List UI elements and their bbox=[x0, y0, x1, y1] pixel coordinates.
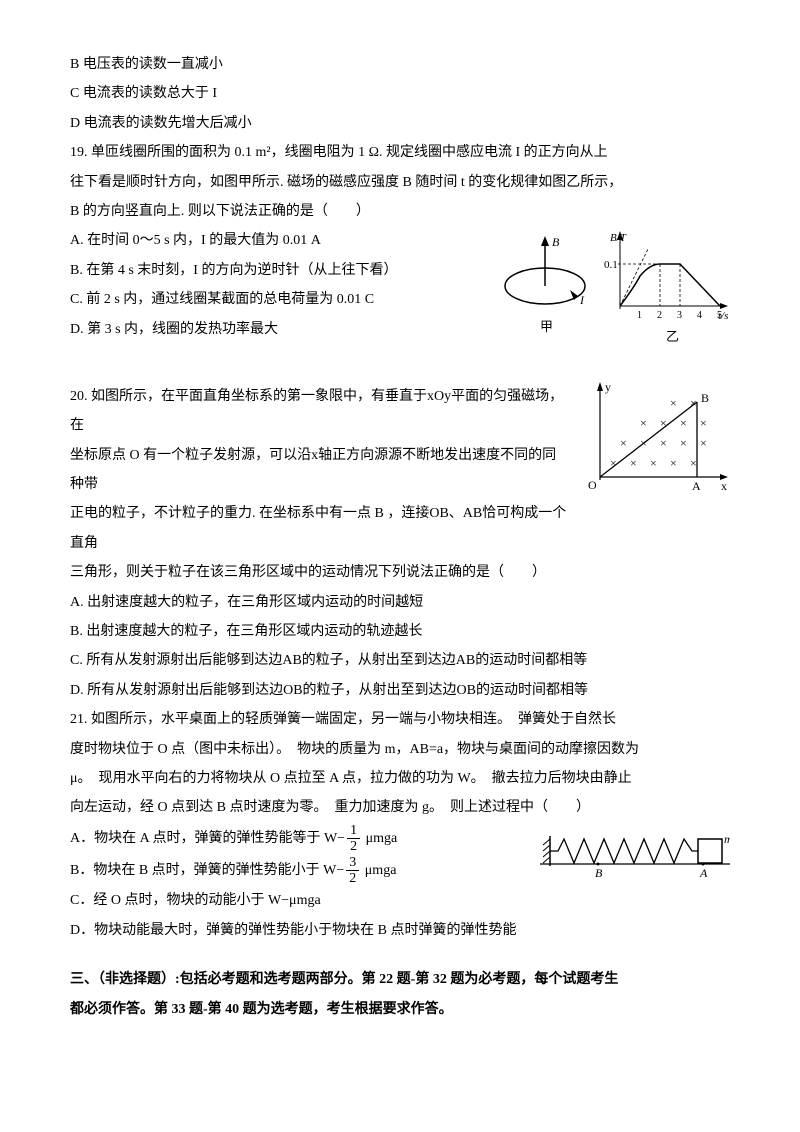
lbl-m: m bbox=[724, 832, 730, 846]
frac-1-2: 12 bbox=[347, 823, 360, 855]
q19-block: 19. 单匝线圈所围的面积为 0.1 m²，线圈电阻为 1 Ω. 规定线圈中感应… bbox=[70, 138, 730, 344]
svg-text:×: × bbox=[640, 416, 647, 430]
q21b-post: μmga bbox=[361, 863, 396, 878]
q20-opt-c: C. 所有从发射源射出后能够到达边AB的粒子，从射出至到达边AB的运动时间都相等 bbox=[70, 646, 730, 675]
section3-line1: 三、（非选择题）:包括必考题和选考题两部分。第 22 题-第 32 题为必考题，… bbox=[70, 965, 730, 994]
q21a-pre: A．物块在 A 点时，弹簧的弹性势能等于 W− bbox=[70, 831, 345, 846]
q21-opt-d: D．物块动能最大时，弹簧的弹性势能小于物块在 B 点时弹簧的弹性势能 bbox=[70, 916, 730, 945]
q21-opt-a: A．物块在 A 点时，弹簧的弹性势能等于 W−12 μmga bbox=[70, 823, 510, 855]
q21a-post: μmga bbox=[362, 831, 397, 846]
coil-i-label: I bbox=[579, 293, 585, 307]
xt5: 5 bbox=[717, 310, 722, 321]
q19-stem1: 19. 单匝线圈所围的面积为 0.1 m²，线圈电阻为 1 Ω. 规定线圈中感应… bbox=[70, 138, 730, 167]
svg-text:×: × bbox=[660, 436, 667, 450]
lbl-a2: A bbox=[699, 866, 708, 880]
q20-block: 20. 如图所示，在平面直角坐标系的第一象限中，有垂直于xOy平面的匀强磁场，在… bbox=[70, 382, 730, 705]
svg-text:×: × bbox=[670, 456, 677, 470]
svg-text:×: × bbox=[680, 436, 687, 450]
svg-text:×: × bbox=[670, 396, 677, 410]
svg-text:×: × bbox=[630, 456, 637, 470]
graph-ylabel: B/T bbox=[610, 232, 627, 244]
svg-text:×: × bbox=[700, 416, 707, 430]
fig-caption-1: 甲 bbox=[540, 319, 553, 334]
xt1: 1 bbox=[637, 310, 642, 321]
q21-stem1: 21. 如图所示，水平桌面上的轻质弹簧一端固定，另一端与小物块相连。 弹簧处于自… bbox=[70, 705, 730, 734]
q18-opt-d: D 电流表的读数先增大后减小 bbox=[70, 109, 730, 138]
fig-caption-2: 乙 bbox=[666, 329, 679, 344]
q20-stem4: 三角形，则关于粒子在该三角形区域中的运动情况下列说法正确的是（ ） bbox=[70, 558, 570, 587]
q20-figure: y x O ××××× ××××× ×××× ×× B A bbox=[585, 382, 730, 502]
q19-figure: B I 甲 B/T t/s bbox=[490, 221, 730, 361]
q20-stem2: 坐标原点 O 有一个粒子发射源，可以沿x轴正方向源源不断地发出速度不同的同种带 bbox=[70, 441, 570, 500]
q21b-pre: B．物块在 B 点时，弹簧的弹性势能小于 W− bbox=[70, 863, 344, 878]
lbl-a: A bbox=[692, 479, 701, 493]
q21-block: 21. 如图所示，水平桌面上的轻质弹簧一端固定，另一端与小物块相连。 弹簧处于自… bbox=[70, 705, 730, 945]
xt3: 3 bbox=[677, 310, 682, 321]
q21-stem2: 度时物块位于 O 点（图中未标出）。 物块的质量为 m，AB=a，物块与桌面间的… bbox=[70, 735, 730, 764]
svg-text:×: × bbox=[690, 456, 697, 470]
q18-opt-c: C 电流表的读数总大于 I bbox=[70, 79, 730, 108]
graph-ytick: 0.1 bbox=[604, 259, 618, 271]
q19-opt-d: D. 第 3 s 内，线圈的发热功率最大 bbox=[70, 315, 460, 344]
svg-text:×: × bbox=[620, 436, 627, 450]
coil-b-label: B bbox=[552, 235, 560, 249]
svg-text:×: × bbox=[650, 456, 657, 470]
lbl-b: B bbox=[701, 391, 709, 405]
q19-opt-b: B. 在第 4 s 末时刻，I 的方向为逆时针（从上往下看） bbox=[70, 256, 460, 285]
lbl-o: O bbox=[588, 478, 597, 492]
q20-opt-a: A. 出射速度越大的粒子，在三角形区域内运动的时间越短 bbox=[70, 588, 730, 617]
q21-figure: m B A bbox=[540, 831, 730, 881]
xt4: 4 bbox=[697, 310, 702, 321]
exam-page: B 电压表的读数一直减小 C 电流表的读数总大于 I D 电流表的读数先增大后减… bbox=[0, 0, 800, 1074]
q21-stem3: μ。 现用水平向右的力将物块从 O 点拉至 A 点，拉力做的功为 W。 撤去拉力… bbox=[70, 764, 730, 793]
svg-text:×: × bbox=[680, 416, 687, 430]
q21-opt-b: B．物块在 B 点时，弹簧的弹性势能小于 W−32 μmga bbox=[70, 855, 510, 887]
section3-line2: 都必须作答。第 33 题-第 40 题为选考题，考生根据要求作答。 bbox=[70, 995, 730, 1024]
q21-stem4: 向左运动，经 O 点到达 B 点时速度为零。 重力加速度为 g。 则上述过程中（… bbox=[70, 793, 730, 822]
q20-stem3: 正电的粒子，不计粒子的重力. 在坐标系中有一点 B ，连接OB、AB恰可构成一个… bbox=[70, 499, 570, 558]
q19-opt-a: A. 在时间 0～5 s 内，I 的最大值为 0.01 A bbox=[70, 226, 460, 255]
xt2: 2 bbox=[657, 310, 662, 321]
q18-opt-b: B 电压表的读数一直减小 bbox=[70, 50, 730, 79]
q20-stem1: 20. 如图所示，在平面直角坐标系的第一象限中，有垂直于xOy平面的匀强磁场，在 bbox=[70, 382, 570, 441]
q19-opt-c: C. 前 2 s 内，通过线圈某截面的总电荷量为 0.01 C bbox=[70, 285, 460, 314]
q20-opt-b: B. 出射速度越大的粒子，在三角形区域内运动的轨迹越长 bbox=[70, 617, 730, 646]
svg-text:×: × bbox=[700, 436, 707, 450]
axis-x: x bbox=[721, 479, 727, 493]
q21-opt-c: C．经 O 点时，物块的动能小于 W−μmga bbox=[70, 886, 730, 915]
axis-y: y bbox=[605, 382, 611, 394]
q20-opt-d: D. 所有从发射源射出后能够到达边OB的粒子，从射出至到达边OB的运动时间都相等 bbox=[70, 676, 730, 705]
lbl-b2: B bbox=[595, 866, 603, 880]
q19-stem2: 往下看是顺时针方向，如图甲所示. 磁场的磁感应强度 B 随时间 t 的变化规律如… bbox=[70, 168, 730, 197]
frac-3-2: 32 bbox=[346, 855, 359, 887]
